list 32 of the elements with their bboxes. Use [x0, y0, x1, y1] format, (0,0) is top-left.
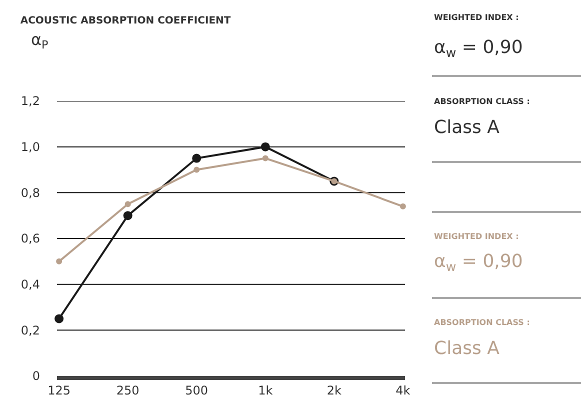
x-tick-label: 125 — [48, 383, 71, 398]
point — [400, 203, 406, 210]
y-tick-label: 0,6 — [20, 232, 40, 246]
x-tick-label: 2k — [326, 383, 342, 398]
text: WEIGHTED INDEX : — [434, 232, 519, 241]
y-tick-label: 0,4 — [20, 278, 40, 292]
y-tick-label: 1,0 — [20, 140, 40, 154]
text: Class A — [434, 117, 500, 138]
text: α$_{w}$ = 0,90 — [434, 37, 523, 60]
y-axis-title: α$_{P}$ — [31, 30, 49, 52]
point — [56, 258, 62, 264]
point — [124, 201, 131, 208]
text: ABSORPTION CLASS : — [434, 97, 530, 106]
y-tick-label: 0,8 — [20, 186, 40, 200]
chart-title: ACOUSTIC ABSORPTION COEFFICIENT — [20, 16, 231, 26]
text: ABSORPTION CLASS : — [434, 318, 530, 327]
y-tick-label: 1,2 — [20, 94, 40, 108]
y-tick-label: 0 — [32, 369, 40, 384]
text: Class A — [434, 338, 500, 359]
x-tick-label: 250 — [116, 383, 140, 398]
point — [123, 211, 132, 220]
x-tick-label: 4k — [396, 383, 410, 398]
point — [262, 155, 268, 162]
x-tick-label: 500 — [185, 383, 208, 398]
text: α$_{w}$ = 0,90 — [434, 251, 523, 274]
y-tick-label: 0,2 — [20, 323, 40, 338]
point — [54, 314, 64, 324]
point — [260, 142, 270, 152]
point — [194, 166, 200, 173]
x-tick-label: 1k — [258, 383, 273, 398]
text: WEIGHTED INDEX : — [434, 13, 519, 22]
point — [192, 154, 202, 163]
